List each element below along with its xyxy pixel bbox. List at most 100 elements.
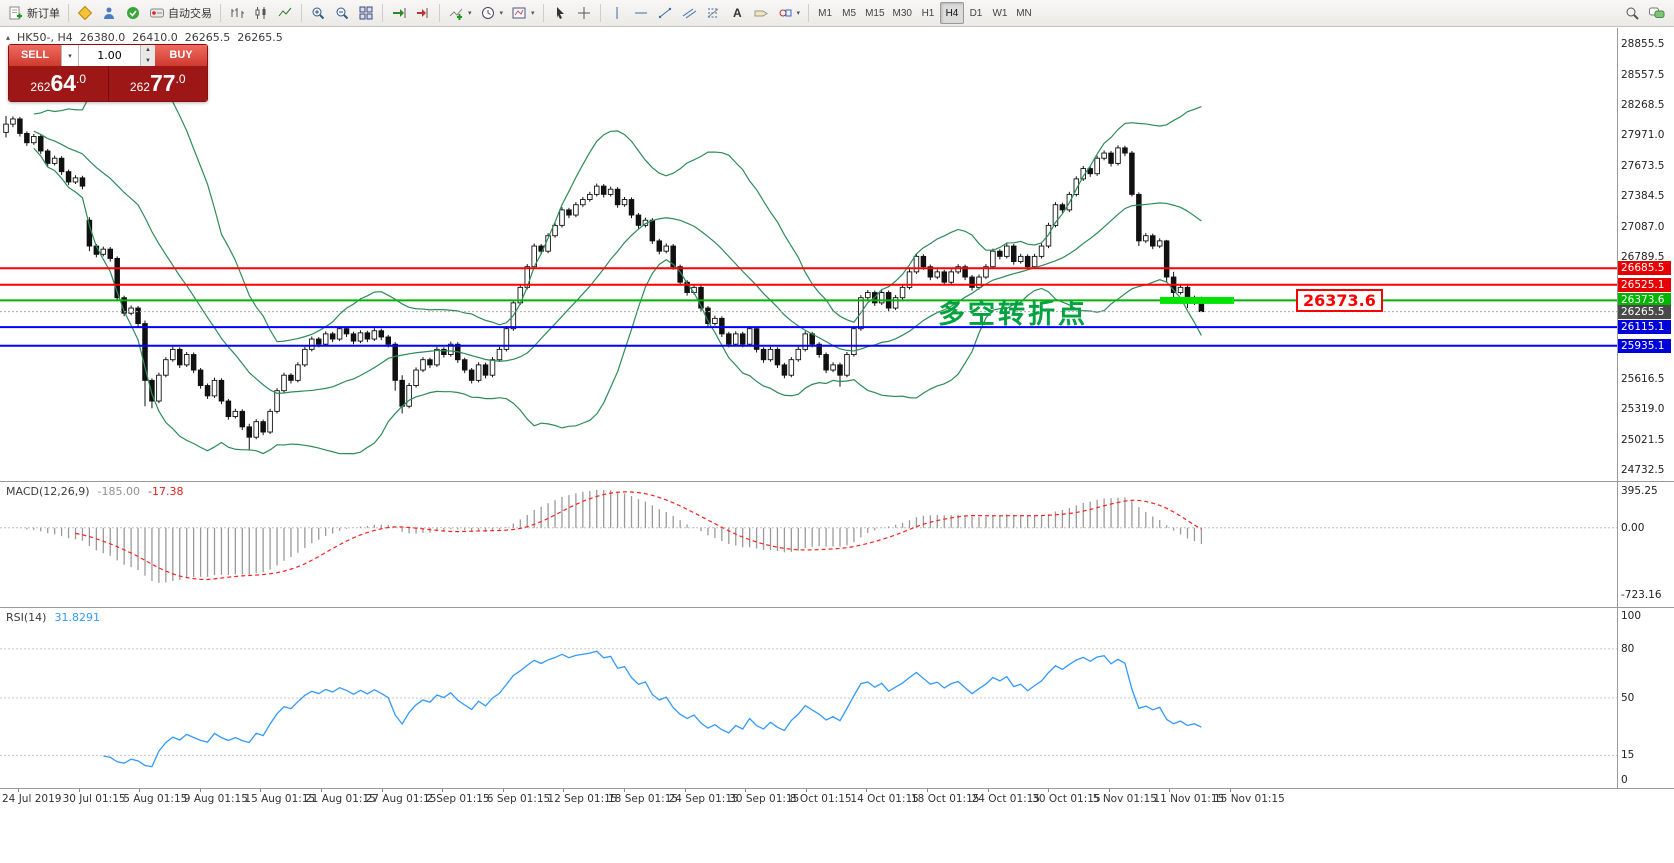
zoom-in-button[interactable] <box>306 2 330 24</box>
main-toolbar: 新订单 自动交易 ▾ ▾ ▾ A ▾ <box>0 0 1674 27</box>
candle-body <box>406 385 412 407</box>
time-axis[interactable]: 24 Jul 2019 30 Jul 01:15 5 Aug 01:15 9 Aug … <box>0 789 1674 813</box>
time-label: 8 Oct 01:15 <box>789 793 852 805</box>
price-callout-label[interactable]: 26373.6 <box>1296 289 1383 312</box>
time-tick <box>442 789 444 792</box>
candle-body <box>156 374 162 402</box>
one-click-collapse-icon[interactable]: ▴ <box>6 33 11 42</box>
price-tick: 27673.5 <box>1621 160 1665 173</box>
candle-body <box>281 374 287 392</box>
time-label: 2 Sep 01:15 <box>426 793 490 805</box>
horizontal-line-button[interactable] <box>629 2 653 24</box>
panel-separator[interactable] <box>0 481 1674 482</box>
candle-body <box>997 250 1003 257</box>
annotation-text[interactable]: 多空转折点 <box>938 299 1088 330</box>
search-icon <box>1626 7 1639 20</box>
shapes-button[interactable]: ▾ <box>773 2 805 24</box>
timeframe-h1-button[interactable]: H1 <box>921 7 935 19</box>
chart-low-value: 26265.5 <box>184 31 231 44</box>
panel-separator[interactable] <box>0 607 1674 608</box>
chat-button[interactable] <box>1644 2 1670 24</box>
macd-panel-canvas[interactable] <box>0 482 1617 607</box>
candle-body <box>399 379 405 407</box>
indicators-button[interactable]: ▾ <box>444 2 476 24</box>
line-chart-icon <box>278 7 292 17</box>
market-watch-button[interactable] <box>73 2 97 24</box>
autotrading-button[interactable]: 自动交易 <box>145 2 216 24</box>
periods-button[interactable]: ▾ <box>476 2 508 24</box>
terminal-button[interactable] <box>121 2 145 24</box>
rsi-line[interactable] <box>103 650 1202 768</box>
channel-icon <box>682 8 696 19</box>
timeframe-m5-button[interactable]: M5 <box>842 7 857 19</box>
timeframe-m30-button[interactable]: M30 <box>892 7 912 19</box>
highlight-segment[interactable] <box>1160 296 1234 304</box>
text-label-button[interactable] <box>749 2 773 24</box>
candle-body <box>913 255 920 273</box>
candle-body <box>719 317 725 335</box>
timeframe-m15-button[interactable]: M15 <box>865 7 885 19</box>
candle-body <box>955 266 961 273</box>
price-tick: 27971.0 <box>1621 129 1665 142</box>
one-click-trading-panel: SELL ▾ ▲ ▼ BUY 262 64 .0 262 77 .0 <box>8 44 208 102</box>
caret-down-icon: ▾ <box>796 10 801 17</box>
main-chart-canvas[interactable] <box>0 28 1617 481</box>
crosshair-button[interactable] <box>572 2 596 24</box>
vertical-line-button[interactable] <box>605 2 629 24</box>
rsi-label: RSI(14) <box>6 611 47 624</box>
candle-body <box>183 354 190 366</box>
volume-input[interactable] <box>79 45 140 66</box>
templates-button[interactable]: ▾ <box>507 2 539 24</box>
timeframe-h4-button[interactable]: H4 <box>939 2 964 24</box>
volume-down-button[interactable]: ▼ <box>145 57 151 64</box>
navigator-button[interactable] <box>97 2 121 24</box>
candle-body <box>274 390 280 412</box>
timeframe-w1-button[interactable]: W1 <box>992 7 1008 19</box>
line-chart-button[interactable] <box>273 2 297 24</box>
buy-price[interactable]: 262 77 .0 <box>109 66 208 101</box>
candle-body <box>316 338 322 345</box>
volume-up-button[interactable]: ▲ <box>145 47 151 53</box>
candle-body <box>51 157 58 164</box>
time-tick <box>139 789 141 792</box>
bar-chart-icon <box>231 8 244 18</box>
macd-axis[interactable]: 395.25 0.00 -723.16 <box>1618 482 1673 607</box>
candle-body <box>941 271 948 283</box>
candle-body <box>635 214 642 226</box>
buy-button[interactable]: BUY <box>155 45 207 66</box>
rsi-panel-canvas[interactable] <box>0 608 1617 788</box>
candlestick-chart-button[interactable] <box>249 2 273 24</box>
buy-price-prefix: 262 <box>129 80 150 94</box>
cursor-button[interactable] <box>548 2 572 24</box>
rsi-axis[interactable]: 100 80 50 15 0 <box>1618 608 1673 788</box>
price-tick: 28557.5 <box>1621 68 1665 81</box>
candle-body <box>844 354 850 376</box>
trendline-button[interactable] <box>653 2 677 24</box>
candles-layer[interactable] <box>3 115 1205 451</box>
new-order-button[interactable]: 新订单 <box>4 2 64 24</box>
channel-button[interactable] <box>677 2 701 24</box>
volume-dropdown-button[interactable]: ▾ <box>61 45 79 66</box>
candle-body <box>302 348 308 366</box>
text-button[interactable]: A <box>725 2 749 24</box>
timeframe-group: M1 M5 M15 M30 H1 H4 D1 W1 MN <box>813 2 1036 24</box>
candle-body <box>878 292 885 304</box>
sell-price[interactable]: 262 64 .0 <box>9 66 109 101</box>
timeframe-mn-button[interactable]: MN <box>1016 7 1032 19</box>
candle-body <box>58 157 65 173</box>
auto-scroll-button[interactable] <box>387 2 411 24</box>
macd-signal-line <box>75 491 1202 581</box>
sell-button[interactable]: SELL <box>9 45 61 66</box>
candle-body <box>566 209 572 216</box>
search-button[interactable] <box>1620 2 1644 24</box>
price-axis[interactable]: 28855.5 28557.5 28268.5 27971.0 27673.5 27384… <box>1618 28 1673 481</box>
zoom-out-button[interactable] <box>330 2 354 24</box>
chart-shift-button[interactable] <box>411 2 435 24</box>
macd-axis-label: 395.25 <box>1621 485 1658 498</box>
bar-chart-button[interactable] <box>225 2 249 24</box>
timeframe-m1-button[interactable]: M1 <box>818 7 833 19</box>
timeframe-d1-button[interactable]: D1 <box>969 7 983 19</box>
fibonacci-button[interactable] <box>701 2 725 24</box>
tile-windows-button[interactable] <box>354 2 378 24</box>
time-tick <box>381 789 383 792</box>
